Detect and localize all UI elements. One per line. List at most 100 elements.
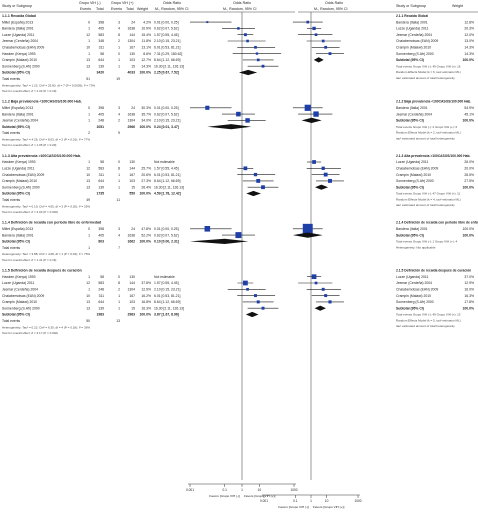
events-group2: 3 — [118, 20, 120, 24]
study-marker — [255, 52, 259, 55]
events-group2: 1 — [118, 306, 120, 310]
total-group1: 583 — [98, 281, 104, 285]
header-or-plot: Odds Ratio — [233, 1, 251, 5]
subgroup-title: 1.1.3 Alta prevalencia >100CASOS/100.000… — [2, 154, 81, 158]
total-group1: 311 — [99, 294, 105, 298]
study-weight: 35.7% — [141, 112, 151, 116]
study-ci-text: 0.01 [0.00, 0.25] — [154, 106, 179, 110]
study-name: Sonnenberg (S.Afr) 2000 — [2, 64, 40, 68]
events-group1: 1 — [88, 275, 90, 279]
right-note: Total events Grupo VIH (-): 1 Grupo VIH … — [396, 240, 457, 244]
left-favors-label: Favors [Grupo VIH (-)] — [209, 494, 240, 498]
study-ci-text: 8.64 [1.12, 66.69] — [154, 58, 180, 62]
right-header: Odds Ratio M-, Random, 95% CI Study or S… — [314, 1, 463, 11]
study-ci-text: 2.10 [0.15, 23.21] — [154, 288, 180, 292]
right-axis-tick-label: 0.001 — [260, 499, 268, 503]
right-subtotal-weight: 100.0% — [463, 185, 475, 189]
subgroup-title: 1.1.4 Definición de recaída con periodo … — [2, 221, 101, 225]
events-group2: 8 — [118, 33, 120, 37]
study-name: Luzze (Uganda) 2011 — [2, 281, 34, 285]
study-ci-text: 16.30 [2.11, 126.13] — [154, 306, 184, 310]
study-name: Jeemar (Cerdeña) 2004 — [2, 119, 38, 123]
right-note: tau² estimated amount of total heterogen… — [396, 136, 455, 140]
events-group1: 0 — [88, 106, 90, 110]
subtotal-total1: 3420 — [96, 71, 104, 75]
study-name: Crampin (Malawi) 2010 — [2, 300, 37, 304]
study-name: Luzze (Uganda) 2011 — [2, 167, 34, 171]
events-group2: 1 — [118, 300, 120, 304]
right-subtotal-diamond — [313, 57, 324, 63]
right-subgroup-title: 2.1.4 Definición de recaída con periodo … — [396, 221, 478, 225]
study-marker — [246, 287, 249, 291]
total-group1: 405 — [98, 27, 104, 31]
subtotal-total2: 1662 — [127, 240, 135, 244]
right-study-marker — [328, 52, 332, 55]
subtotal-diamond — [245, 311, 259, 318]
study-ci-text: Not estimable — [154, 275, 175, 279]
subtotal-total1: 1983 — [96, 313, 104, 317]
events-group1: 1 — [88, 160, 90, 164]
right-study-weight: 27.5% — [464, 179, 474, 183]
study-ci-text: 6.01 [0.53, 81.21] — [154, 46, 180, 50]
events-group1: 13 — [86, 58, 90, 62]
right-study-weight: 12.8% — [464, 20, 474, 24]
total-group2: 1304 — [127, 39, 135, 43]
right-study-marker — [328, 178, 332, 183]
total-group2: 15 — [131, 64, 135, 68]
right-axis-tick-label: 1000 — [354, 499, 361, 503]
right-study-marker — [323, 172, 328, 177]
total-events-label: Total events — [2, 319, 20, 323]
right-study-weight: 20.3% — [464, 27, 474, 31]
right-study-name: Jeemar (Cerdeña) 2004 — [396, 112, 432, 116]
subtotal-ci-text: 2.25 [0.67, 7.52] — [154, 71, 179, 75]
study-marker — [256, 300, 260, 304]
subtotal-ci-text: 3.87 [1.67, 8.96] — [154, 313, 179, 317]
right-study-name: Sonnenberg (S.Afr) 2000 — [396, 179, 434, 183]
events-group1: 1 — [88, 27, 90, 31]
right-study-marker — [321, 287, 325, 291]
total-group1: 348 — [98, 39, 104, 43]
study-name: Hawken (Kenya) 1993 — [2, 52, 36, 56]
study-weight: 12.9% — [141, 288, 151, 292]
right-study-weight: 37.0% — [464, 275, 474, 279]
events-group1: 1 — [88, 39, 90, 43]
subtotal-ci-text: 0.24 [0.01, 3.47] — [154, 125, 179, 129]
right-study-marker — [312, 160, 316, 164]
right-study-weight: 54.9% — [464, 106, 474, 110]
right-study-name: Chaiabemotsas (EAN) 2009 — [396, 167, 438, 171]
right-subtotal-diamond — [301, 117, 322, 123]
study-ci-text: 1.57 [0.55, 4.45] — [154, 33, 179, 37]
heterogeneity-note: Test for overall effect: Z = 1.05 (P = 0… — [2, 143, 56, 147]
left-header: Study or Subgroup Grupo VIH (-) Grupo VI… — [2, 1, 257, 11]
total-group1: 405 — [98, 233, 104, 237]
right-study-name: Jeemar (Cerdeña) 2004 — [396, 281, 432, 285]
right-study-weight: 20.0% — [464, 167, 474, 171]
study-weight: 4.2% — [143, 20, 151, 24]
right-study-name: Luzze (Uganda) 2011 — [396, 275, 428, 279]
total-group1: 311 — [99, 46, 105, 50]
events-group2: 2 — [118, 288, 120, 292]
total-group2: 1304 — [127, 288, 135, 292]
right-axis-tick-label: 0.1 — [293, 499, 298, 503]
total-group2: 167 — [129, 173, 135, 177]
study-marker — [243, 33, 247, 37]
study-marker — [254, 45, 257, 49]
total-group2: 130 — [129, 160, 135, 164]
study-marker — [205, 105, 210, 110]
events-group2: 0 — [118, 160, 120, 164]
right-axis-tick-label: 10 — [325, 499, 329, 503]
total-events-label: Total events — [2, 246, 20, 250]
total-events-label: Total events — [2, 77, 20, 81]
study-marker — [206, 21, 209, 24]
total-group2: 24 — [131, 106, 135, 110]
events-group2: 4 — [118, 233, 120, 237]
total-group2: 1638 — [127, 27, 135, 31]
study-marker — [256, 58, 260, 62]
events-group2: 1 — [118, 64, 120, 68]
heterogeneity-note: Test for overall effect: Z = 1.41 (P = 0… — [2, 258, 56, 262]
events-group1: 0 — [88, 20, 90, 24]
right-study-marker — [306, 20, 310, 24]
subtotal-label: Subtotal (95% CI) — [2, 192, 30, 196]
events-group1: 13 — [86, 64, 90, 68]
total-events-label: Total events — [2, 198, 20, 202]
